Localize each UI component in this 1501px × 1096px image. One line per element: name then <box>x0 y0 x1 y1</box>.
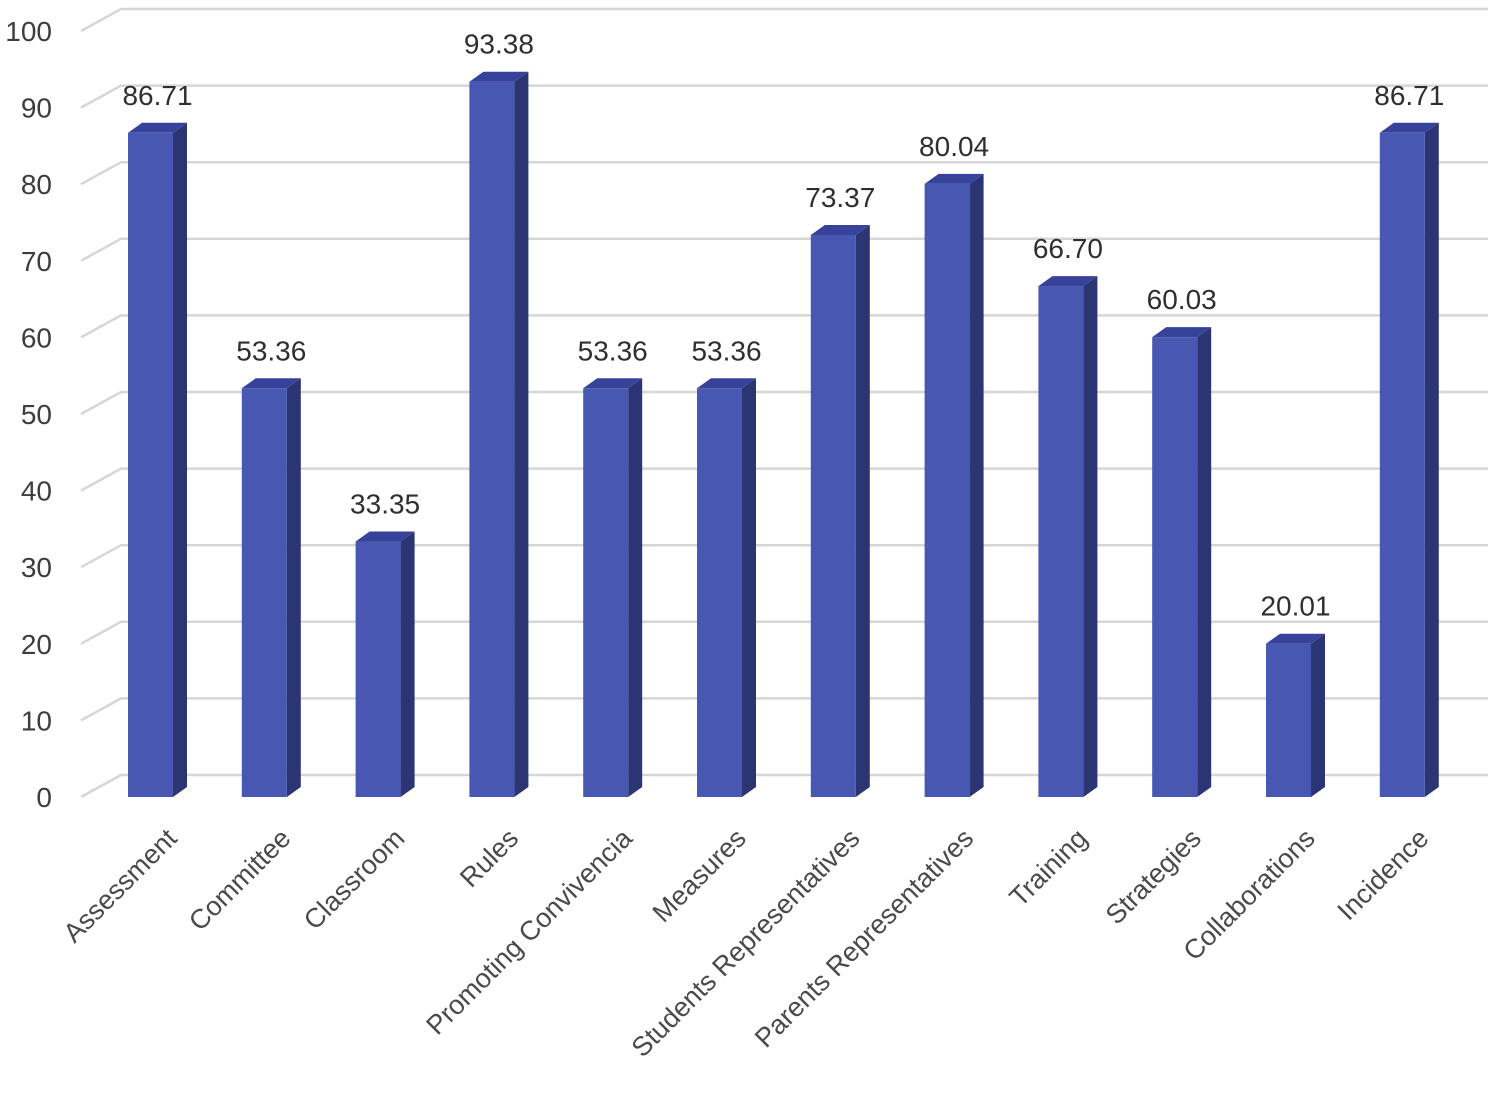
category-label: Assessment <box>58 823 184 949</box>
gridline <box>80 390 1488 416</box>
gridline <box>80 467 1488 492</box>
gridline <box>80 620 1488 645</box>
x-axis-categories: Assessment Committee Classroom RulesPromoti… <box>58 822 1435 1063</box>
data-label: 86.71 <box>122 80 192 111</box>
bar-top <box>1266 633 1325 644</box>
bar <box>128 122 187 798</box>
bar-top <box>355 531 415 542</box>
y-tick-label: 20 <box>21 629 52 660</box>
category-label: Students Representatives <box>626 823 866 1063</box>
bar-side <box>1424 122 1439 798</box>
bar-front <box>1379 132 1425 798</box>
data-label: 20.01 <box>1260 591 1330 622</box>
data-label: 73.37 <box>805 182 875 213</box>
bar-side <box>742 378 756 797</box>
bar <box>810 224 870 798</box>
bar <box>241 378 301 797</box>
bar-side <box>286 378 301 797</box>
bar <box>355 531 415 797</box>
bar <box>469 71 529 797</box>
bar-front <box>924 183 970 797</box>
bar <box>583 378 643 797</box>
bars <box>128 71 1439 798</box>
category-label: Incidence <box>1332 823 1435 926</box>
bar-top <box>1038 276 1098 287</box>
data-label: 53.36 <box>691 335 761 366</box>
bar <box>1266 633 1325 797</box>
gridline <box>80 237 1488 262</box>
bar-side <box>400 531 415 797</box>
bar-top <box>1379 122 1439 133</box>
bar-side <box>969 173 984 797</box>
y-tick-label: 0 <box>36 782 52 813</box>
category-label: Rules <box>454 823 524 893</box>
y-tick-label: 70 <box>21 246 52 277</box>
bar-top <box>241 378 301 389</box>
bar-front <box>810 234 856 798</box>
data-label: 33.35 <box>350 489 420 520</box>
y-tick-label: 90 <box>21 93 52 124</box>
bar-side <box>514 71 529 797</box>
bar-front <box>1266 643 1311 797</box>
gridline <box>80 160 1488 186</box>
bar-front <box>355 541 401 797</box>
bar <box>1152 327 1212 797</box>
data-label: 53.36 <box>236 335 306 366</box>
bar <box>1038 276 1098 797</box>
category-label: Promoting Convivencia <box>420 822 638 1040</box>
gridline <box>80 7 1488 33</box>
data-label: 60.03 <box>1147 284 1217 315</box>
data-label: 80.04 <box>919 131 989 162</box>
data-label: 53.36 <box>578 335 648 366</box>
grid <box>80 7 1488 799</box>
y-tick-label: 10 <box>21 705 52 736</box>
y-tick-label: 60 <box>21 322 52 353</box>
y-tick-label: 40 <box>21 476 52 507</box>
bar <box>1379 122 1439 798</box>
bar-front <box>128 132 173 798</box>
bar-top <box>469 71 529 82</box>
bar-side <box>855 224 870 798</box>
bar-front <box>583 388 629 797</box>
bar-front <box>697 388 742 797</box>
bar-top <box>924 173 984 184</box>
category-label: Measures <box>647 823 752 928</box>
category-label: Training <box>1004 823 1093 912</box>
gridline <box>80 543 1488 569</box>
category-label: Strategies <box>1100 823 1207 930</box>
bar-side <box>628 378 643 797</box>
data-label: 66.70 <box>1033 233 1103 264</box>
bar-top <box>810 224 870 235</box>
bar <box>697 378 756 797</box>
bar-front <box>469 81 515 797</box>
y-axis-ticks: 0 10 20 30 40 50 60 70 80 90 100 <box>5 16 52 813</box>
category-label: Classroom <box>298 823 410 935</box>
bar-front <box>1038 286 1084 797</box>
y-tick-label: 80 <box>21 169 52 200</box>
bar-side <box>1311 633 1325 797</box>
category-label: Parents Representatives <box>749 823 979 1053</box>
y-tick-label: 30 <box>21 552 52 583</box>
data-label: 93.38 <box>464 29 534 60</box>
data-label: 86.71 <box>1374 80 1444 111</box>
data-labels: 86.71 53.36 33.35 93.38 53.36 53.36 73.37 80.04… <box>122 29 1444 622</box>
category-label: Committee <box>183 823 297 937</box>
bar-top <box>583 378 643 389</box>
gridline <box>80 697 1488 722</box>
bar-front <box>1152 337 1198 797</box>
bar-top <box>128 122 187 133</box>
y-tick-label: 50 <box>21 399 52 430</box>
bar-top <box>1152 327 1212 338</box>
bar <box>924 173 984 797</box>
gridline <box>80 773 1488 799</box>
gridline <box>80 314 1488 339</box>
bar-side <box>173 122 187 798</box>
bar-top <box>697 378 756 389</box>
gridline <box>80 84 1488 109</box>
bar-side <box>1197 327 1212 797</box>
y-tick-label: 100 <box>5 16 52 47</box>
bar-side <box>1083 276 1098 797</box>
bar-front <box>241 388 287 797</box>
